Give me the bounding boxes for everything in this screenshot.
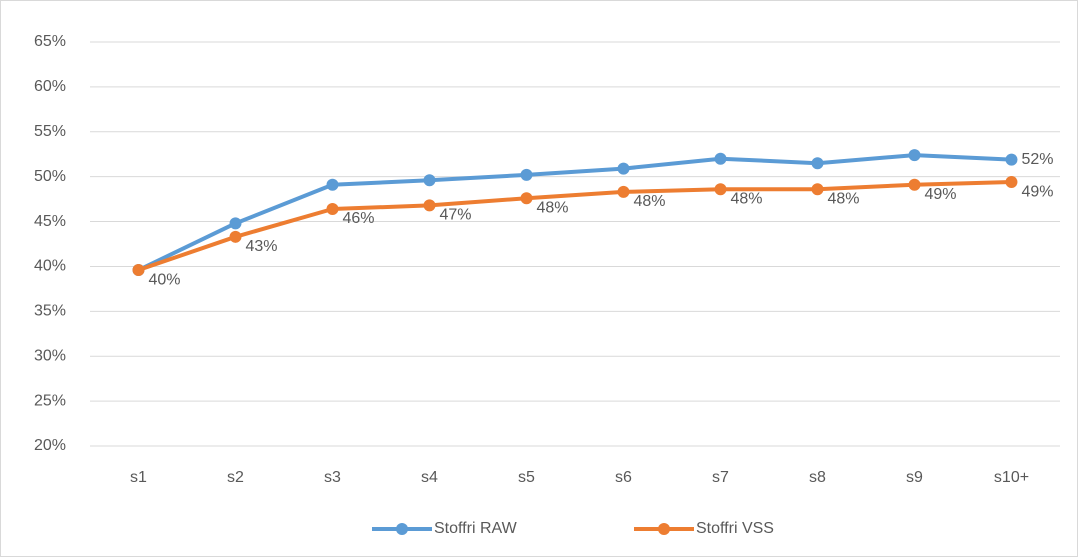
legend-label: Stoffri VSS — [696, 520, 774, 537]
data-point — [423, 174, 436, 187]
y-tick-label: 35% — [34, 303, 66, 320]
y-tick-label: 55% — [34, 123, 66, 140]
data-label: 52% — [1022, 151, 1054, 168]
y-tick-label: 20% — [34, 437, 66, 454]
data-point — [326, 178, 339, 191]
data-point — [423, 199, 436, 212]
data-point — [520, 168, 533, 181]
data-label: 49% — [925, 186, 957, 203]
series-line — [137, 180, 1012, 272]
y-tick-label: 30% — [34, 347, 66, 364]
x-tick-label: s9 — [906, 469, 923, 486]
data-point — [1005, 153, 1018, 166]
data-point — [229, 230, 242, 243]
x-tick-label: s1 — [130, 469, 147, 486]
data-label: 47% — [440, 207, 472, 224]
x-tick-label: s5 — [518, 469, 535, 486]
x-tick-label: s3 — [324, 469, 341, 486]
legend-marker — [658, 523, 670, 535]
data-label: 48% — [828, 190, 860, 207]
y-tick-label: 60% — [34, 78, 66, 95]
data-point — [326, 202, 339, 215]
data-label: 48% — [731, 190, 763, 207]
x-tick-label: s10+ — [994, 469, 1029, 486]
data-point — [811, 157, 824, 170]
data-point — [617, 185, 630, 198]
data-point — [811, 183, 824, 196]
data-point — [617, 162, 630, 175]
x-tick-label: s2 — [227, 469, 244, 486]
y-tick-label: 25% — [34, 392, 66, 409]
data-label: 48% — [634, 193, 666, 210]
x-tick-label: s8 — [809, 469, 826, 486]
data-point — [1005, 176, 1018, 189]
y-tick-label: 45% — [34, 213, 66, 230]
data-label: 43% — [246, 238, 278, 255]
data-point — [132, 264, 145, 277]
data-point — [908, 178, 921, 191]
x-tick-label: s6 — [615, 469, 632, 486]
series-line — [137, 153, 1012, 272]
y-tick-label: 50% — [34, 168, 66, 185]
x-tick-label: s4 — [421, 469, 438, 486]
legend-marker — [396, 523, 408, 535]
legend-label: Stoffri RAW — [434, 520, 518, 537]
y-tick-label: 40% — [34, 258, 66, 275]
data-point — [520, 192, 533, 205]
data-label: 46% — [343, 210, 375, 227]
data-label: 49% — [1022, 183, 1054, 200]
data-point — [229, 217, 242, 230]
y-tick-label: 65% — [34, 33, 66, 50]
x-tick-label: s7 — [712, 469, 729, 486]
data-point — [714, 152, 727, 165]
data-label: 40% — [149, 271, 181, 288]
data-point — [908, 149, 921, 162]
data-point — [714, 183, 727, 196]
data-label: 48% — [537, 199, 569, 216]
